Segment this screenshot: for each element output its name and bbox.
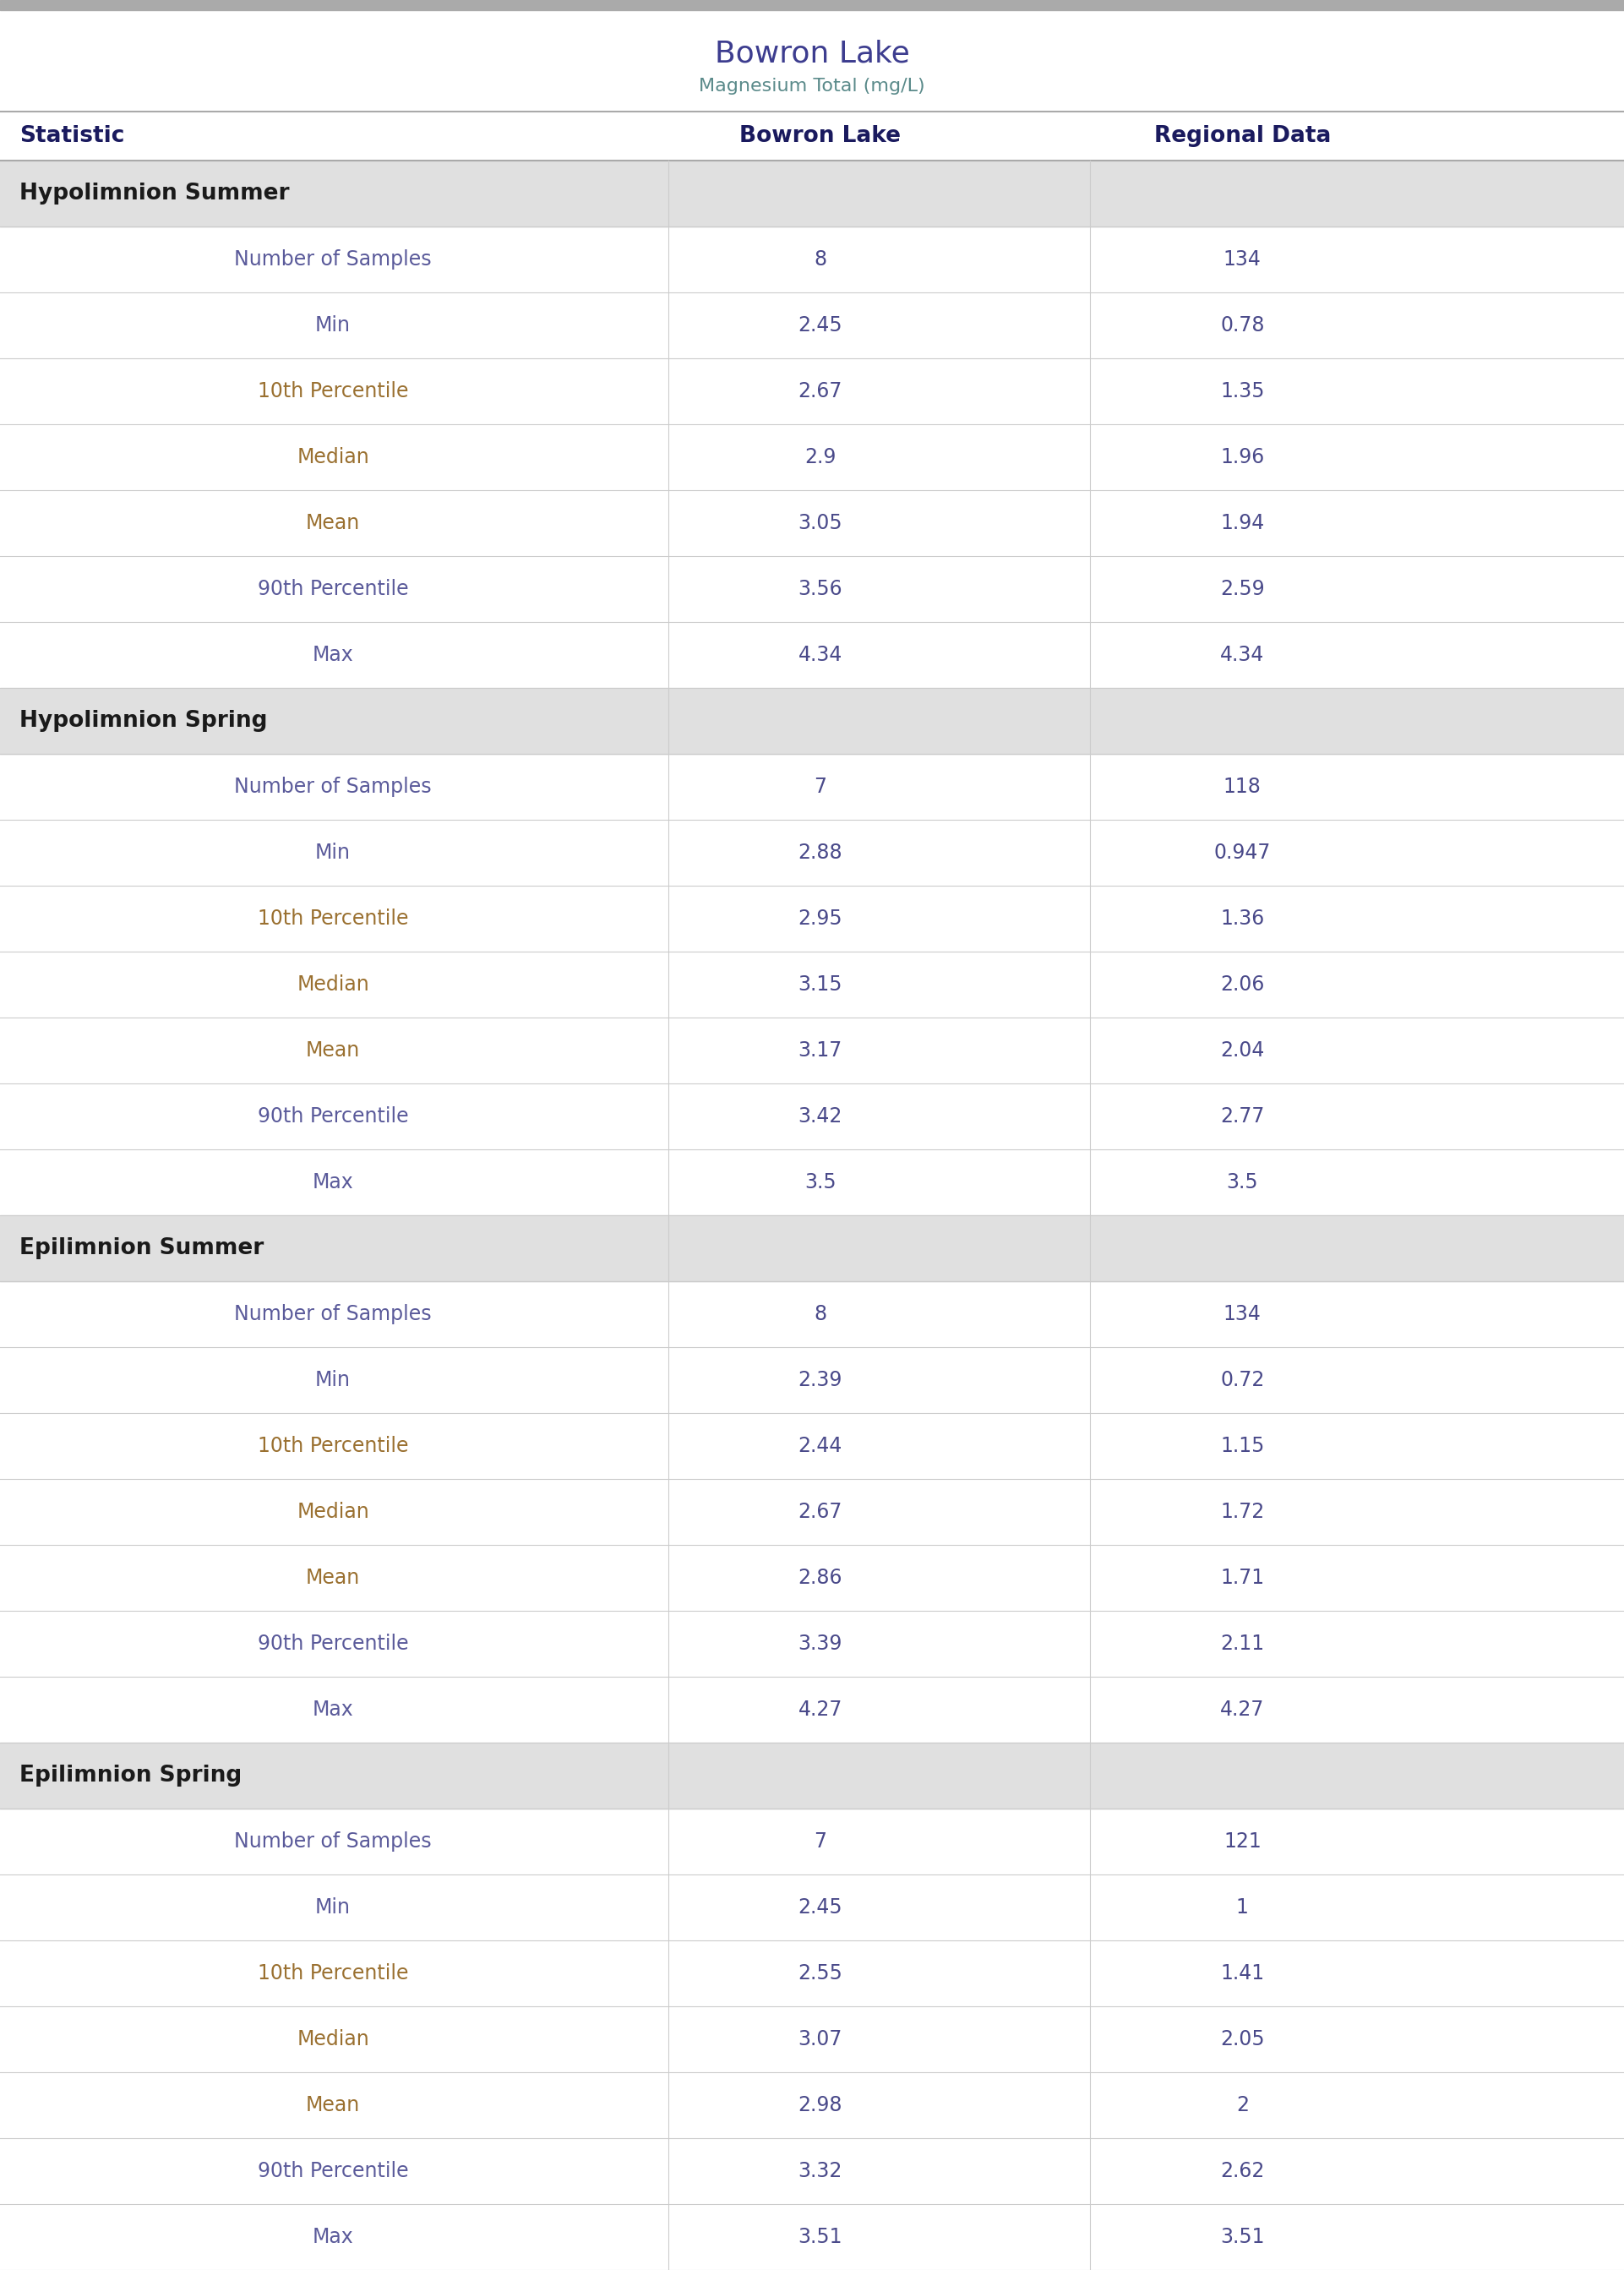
Text: Min: Min [315, 842, 351, 863]
Text: 2.86: 2.86 [797, 1569, 843, 1589]
Text: 10th Percentile: 10th Percentile [258, 1437, 408, 1455]
Text: 1.71: 1.71 [1220, 1569, 1265, 1589]
Text: Bowron Lake: Bowron Lake [715, 39, 909, 68]
Text: 1.72: 1.72 [1220, 1503, 1265, 1523]
Text: 1.94: 1.94 [1220, 513, 1265, 533]
Text: Number of Samples: Number of Samples [234, 776, 432, 797]
Text: 1.35: 1.35 [1220, 381, 1265, 402]
Text: 2.67: 2.67 [797, 1503, 843, 1523]
Text: 1.96: 1.96 [1220, 447, 1265, 468]
Text: 4.27: 4.27 [1220, 1700, 1265, 1721]
Text: 3.56: 3.56 [797, 579, 843, 599]
Text: 1.41: 1.41 [1220, 1964, 1265, 1984]
Text: Max: Max [312, 1700, 354, 1721]
Text: 1.36: 1.36 [1220, 908, 1265, 928]
Text: Epilimnion Spring: Epilimnion Spring [19, 1764, 242, 1786]
Bar [0, 0, 1624, 9]
Text: 90th Percentile: 90th Percentile [258, 579, 408, 599]
Text: 2.06: 2.06 [1220, 974, 1265, 994]
Text: 2.44: 2.44 [797, 1437, 843, 1455]
Text: Magnesium Total (mg/L): Magnesium Total (mg/L) [698, 77, 926, 95]
Text: 134: 134 [1223, 1303, 1262, 1323]
Text: 0.947: 0.947 [1213, 842, 1272, 863]
Text: Median: Median [297, 974, 369, 994]
Text: 2.45: 2.45 [797, 316, 843, 336]
Text: 3.42: 3.42 [797, 1105, 843, 1126]
Text: Hypolimnion Summer: Hypolimnion Summer [19, 182, 289, 204]
Text: 2.59: 2.59 [1220, 579, 1265, 599]
Text: 3.32: 3.32 [797, 2161, 843, 2181]
Text: 2.04: 2.04 [1220, 1040, 1265, 1060]
Text: 3.51: 3.51 [797, 2227, 843, 2247]
Text: Number of Samples: Number of Samples [234, 1832, 432, 1852]
Text: Mean: Mean [305, 1040, 361, 1060]
Text: Median: Median [297, 447, 369, 468]
Text: Number of Samples: Number of Samples [234, 1303, 432, 1323]
Text: Hypolimnion Spring: Hypolimnion Spring [19, 711, 268, 731]
Text: Epilimnion Summer: Epilimnion Summer [19, 1237, 263, 1260]
Text: 2.55: 2.55 [797, 1964, 843, 1984]
Text: 7: 7 [814, 776, 827, 797]
Text: 2.39: 2.39 [797, 1369, 843, 1389]
Text: 8: 8 [814, 250, 827, 270]
Text: 121: 121 [1223, 1832, 1262, 1852]
Text: 2.11: 2.11 [1220, 1634, 1265, 1655]
Text: 1.15: 1.15 [1220, 1437, 1265, 1455]
Text: 2.45: 2.45 [797, 1898, 843, 1918]
Text: 1: 1 [1236, 1898, 1249, 1918]
Text: 2.98: 2.98 [797, 2095, 843, 2116]
Text: 2.67: 2.67 [797, 381, 843, 402]
Text: Mean: Mean [305, 513, 361, 533]
Text: Max: Max [312, 2227, 354, 2247]
Text: 3.5: 3.5 [804, 1171, 836, 1192]
Text: 3.15: 3.15 [797, 974, 843, 994]
Text: 2.88: 2.88 [797, 842, 843, 863]
Text: 90th Percentile: 90th Percentile [258, 2161, 408, 2181]
Text: 0.78: 0.78 [1220, 316, 1265, 336]
Text: 4.27: 4.27 [797, 1700, 843, 1721]
Bar [0, 1214, 1624, 1280]
Bar [0, 688, 1624, 754]
Text: 4.34: 4.34 [797, 645, 843, 665]
Text: Max: Max [312, 645, 354, 665]
Text: 3.05: 3.05 [797, 513, 843, 533]
Text: Median: Median [297, 2029, 369, 2050]
Text: Statistic: Statistic [19, 125, 125, 148]
Text: 134: 134 [1223, 250, 1262, 270]
Text: Mean: Mean [305, 1569, 361, 1589]
Text: 3.17: 3.17 [797, 1040, 843, 1060]
Text: Min: Min [315, 1898, 351, 1918]
Text: Median: Median [297, 1503, 369, 1523]
Text: 2: 2 [1236, 2095, 1249, 2116]
Text: 3.51: 3.51 [1220, 2227, 1265, 2247]
Bar [0, 161, 1624, 227]
Text: 0.72: 0.72 [1220, 1369, 1265, 1389]
Text: Max: Max [312, 1171, 354, 1192]
Text: Min: Min [315, 316, 351, 336]
Text: 10th Percentile: 10th Percentile [258, 381, 408, 402]
Text: Min: Min [315, 1369, 351, 1389]
Text: 2.95: 2.95 [797, 908, 843, 928]
Bar [0, 1743, 1624, 1809]
Text: 3.5: 3.5 [1226, 1171, 1259, 1192]
Text: Regional Data: Regional Data [1155, 125, 1330, 148]
Text: 8: 8 [814, 1303, 827, 1323]
Text: 118: 118 [1223, 776, 1262, 797]
Text: Bowron Lake: Bowron Lake [739, 125, 901, 148]
Text: 90th Percentile: 90th Percentile [258, 1634, 408, 1655]
Text: 2.77: 2.77 [1220, 1105, 1265, 1126]
Text: 4.34: 4.34 [1220, 645, 1265, 665]
Text: 2.05: 2.05 [1220, 2029, 1265, 2050]
Text: 7: 7 [814, 1832, 827, 1852]
Text: Mean: Mean [305, 2095, 361, 2116]
Text: 90th Percentile: 90th Percentile [258, 1105, 408, 1126]
Text: 2.62: 2.62 [1220, 2161, 1265, 2181]
Text: Number of Samples: Number of Samples [234, 250, 432, 270]
Text: 10th Percentile: 10th Percentile [258, 908, 408, 928]
Text: 3.07: 3.07 [797, 2029, 843, 2050]
Text: 10th Percentile: 10th Percentile [258, 1964, 408, 1984]
Text: 2.9: 2.9 [804, 447, 836, 468]
Text: 3.39: 3.39 [797, 1634, 843, 1655]
